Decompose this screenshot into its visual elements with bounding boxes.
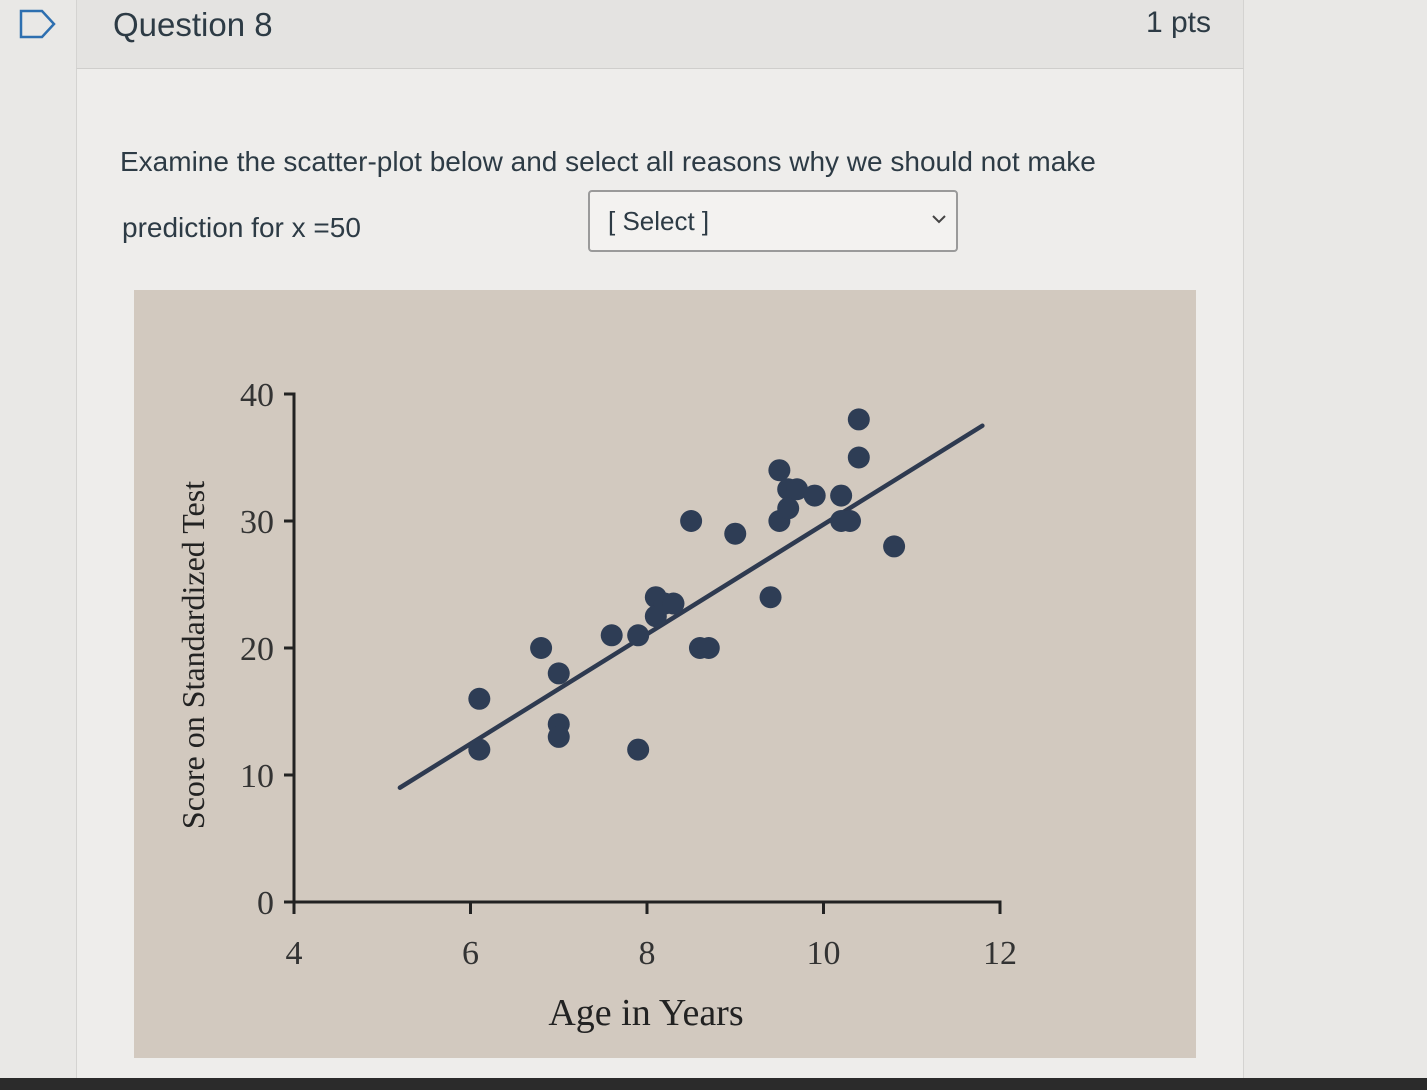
answer-dropdown[interactable]: [ Select ] xyxy=(588,190,958,252)
scatter-point xyxy=(697,637,720,659)
scatter-point xyxy=(547,662,570,685)
x-axis-label: Age in Years xyxy=(548,992,743,1034)
chart-background xyxy=(134,290,1196,1058)
scatter-point xyxy=(786,478,809,501)
question-title: Question 8 xyxy=(113,6,273,43)
answer-dropdown-value: [ Select ] xyxy=(608,206,710,236)
question-points: 1 pts xyxy=(1145,6,1211,39)
scatter-point xyxy=(768,459,791,482)
scatter-point xyxy=(600,624,623,647)
taskbar-edge xyxy=(0,1078,1427,1090)
x-tick-label: 8 xyxy=(639,935,656,972)
scatter-point xyxy=(530,637,553,659)
question-header: Question 8 1 pts xyxy=(76,0,1244,69)
x-tick-label: 10 xyxy=(807,935,841,972)
x-tick-label: 6 xyxy=(462,935,479,972)
trend-line xyxy=(397,423,985,790)
scatter-point xyxy=(627,738,650,761)
scatter-point xyxy=(547,725,570,748)
scatter-point xyxy=(627,624,650,647)
scatter-point xyxy=(830,484,853,507)
y-tick-label: 10 xyxy=(240,758,274,795)
scatter-chart: 0 10 20 30 40 4 6 8 10 12 Age in Years Score on S… xyxy=(134,290,1196,1058)
y-tick-label: 40 xyxy=(240,377,274,414)
chevron-down-icon xyxy=(932,215,946,224)
y-axis-label: Score on Standardized Test xyxy=(175,481,211,829)
scatter-point xyxy=(468,738,491,761)
scatter-point xyxy=(803,484,826,507)
y-tick-label: 20 xyxy=(240,631,274,668)
x-tick-label: 12 xyxy=(983,935,1017,972)
scatter-point xyxy=(724,522,747,545)
scatter-point xyxy=(847,408,870,431)
scatter-point xyxy=(759,586,782,609)
question-prompt-line1: Examine the scatter-plot below and selec… xyxy=(120,146,1096,177)
x-tick-label: 4 xyxy=(286,935,303,972)
y-tick-label: 0 xyxy=(257,885,274,922)
scatter-point xyxy=(838,510,861,532)
question-prompt-line2: prediction for x =50 xyxy=(122,212,361,243)
scatter-point xyxy=(468,687,491,710)
scatter-point xyxy=(847,446,870,469)
scatter-point xyxy=(680,510,703,532)
y-tick-label: 30 xyxy=(240,504,274,541)
scatter-point xyxy=(777,497,800,520)
flag-question-icon[interactable] xyxy=(18,8,58,40)
scatter-point xyxy=(883,535,906,558)
scatter-point xyxy=(662,592,685,615)
